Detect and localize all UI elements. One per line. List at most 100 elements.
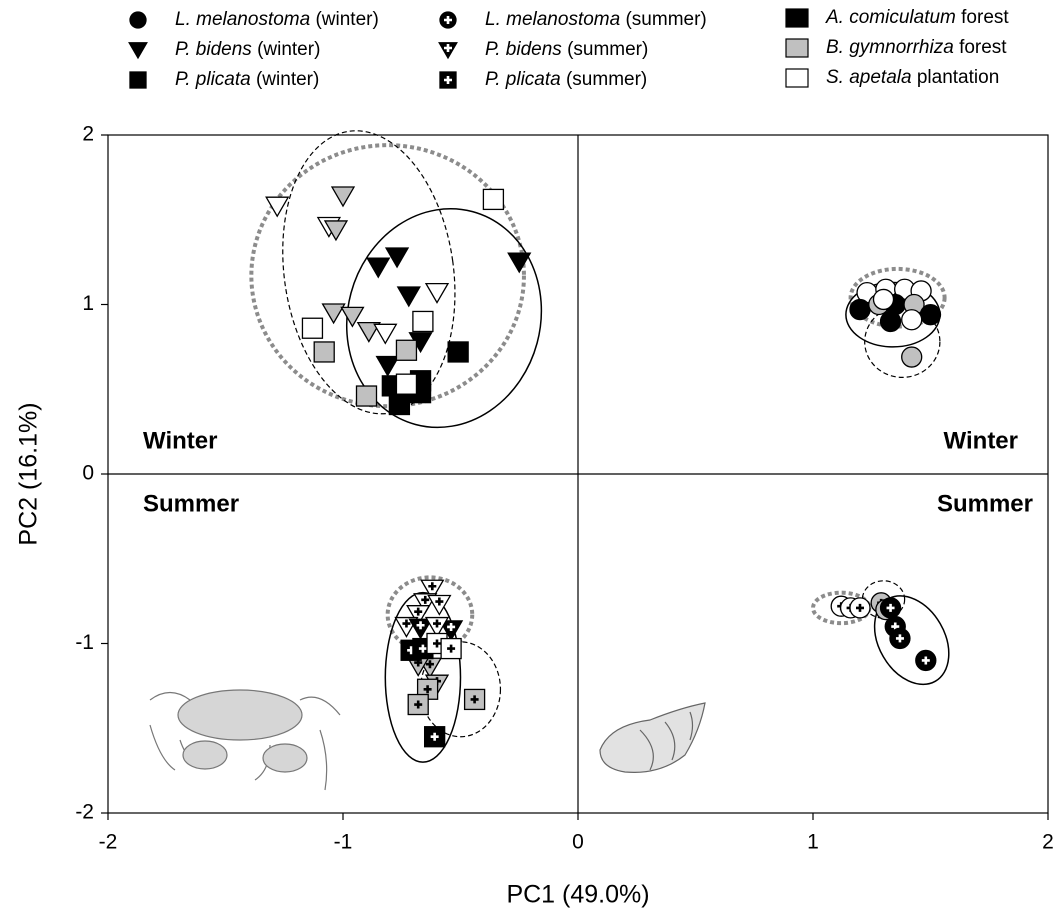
quadrant-label: Winter	[944, 427, 1018, 454]
point	[366, 257, 391, 279]
point	[340, 306, 365, 328]
point	[872, 288, 895, 311]
x-axis-label: PC1 (49.0%)	[506, 881, 649, 909]
marker-plus	[921, 656, 930, 665]
point	[355, 385, 378, 407]
marker-plus	[425, 660, 434, 669]
marker-triangle	[396, 286, 421, 308]
legend-habitat-kind: forest	[961, 7, 1009, 28]
x-tick-label: -2	[99, 831, 118, 854]
ellipse	[848, 266, 947, 329]
marker-plus	[447, 644, 456, 653]
legend-swatch	[785, 8, 809, 28]
legend-species: P. bidens	[485, 39, 562, 60]
legend-marker	[439, 11, 457, 29]
marker-square	[395, 339, 418, 361]
point	[265, 196, 290, 218]
quadrant-label: Winter	[143, 427, 217, 454]
point	[395, 373, 418, 395]
x-tick-label: 2	[1042, 831, 1054, 854]
marker-plus	[402, 619, 411, 628]
marker-triangle	[323, 220, 349, 242]
legend-species: L. melanostoma	[175, 9, 310, 30]
marker-plus	[414, 607, 423, 616]
legend-entry: P. plicata (summer)	[485, 69, 647, 90]
marker-plus	[414, 700, 423, 709]
legend-habitat-species: S. apetala	[826, 67, 912, 88]
marker-plus	[418, 644, 427, 653]
marker-triangle	[128, 42, 148, 60]
legend-marker	[438, 42, 458, 60]
marker-square	[482, 188, 505, 211]
marker-circle	[129, 11, 147, 29]
legend-swatch	[785, 38, 809, 58]
point	[396, 286, 421, 308]
point	[373, 323, 398, 345]
legend-species: P. bidens	[175, 39, 252, 60]
ellipse	[345, 208, 543, 429]
legend-marker	[439, 71, 457, 89]
point	[879, 597, 902, 619]
quadrant-label: Summer	[937, 490, 1033, 517]
y-tick-label: 2	[82, 123, 94, 146]
marker-plus	[886, 603, 895, 612]
ellipse	[282, 130, 456, 415]
marker-square	[355, 385, 378, 407]
marker-plus	[435, 597, 444, 606]
marker-plus	[856, 603, 864, 612]
point	[440, 637, 462, 660]
legend-habitat-kind: forest	[959, 37, 1007, 58]
legend-season: (summer)	[567, 39, 648, 60]
marker-plus	[444, 16, 452, 24]
point	[321, 303, 346, 325]
marker-square	[129, 71, 147, 89]
marker-plus	[433, 619, 441, 628]
y-tick-label: -1	[75, 631, 94, 654]
y-axis-label: PC2 (16.1%)	[15, 402, 43, 545]
legend-habitat-species: A. comiculatum	[825, 7, 956, 28]
legend-season: (summer)	[625, 9, 706, 30]
point	[427, 594, 452, 616]
marker-plus	[428, 582, 437, 591]
point	[408, 618, 433, 640]
marker-plus	[895, 634, 904, 643]
x-tick-label: 1	[807, 831, 819, 854]
legend-entry: A. comiculatum forest	[825, 7, 1009, 28]
point	[424, 282, 450, 304]
point	[356, 321, 381, 343]
marker-circle	[879, 310, 902, 333]
marker-triangle	[265, 196, 290, 218]
legend-entry: P. plicata (winter)	[175, 69, 319, 90]
legend-season: (winter)	[315, 9, 378, 30]
marker-plus	[447, 622, 456, 631]
point	[849, 298, 871, 321]
legend-marker	[129, 11, 147, 29]
point	[901, 346, 923, 368]
quadrant-label: Summer	[143, 490, 239, 517]
ellipse	[384, 591, 462, 763]
ellipse	[861, 580, 906, 619]
legend-entry: P. bidens (winter)	[175, 39, 320, 60]
legend-entry: P. bidens (summer)	[485, 39, 648, 60]
marker-triangle	[330, 186, 356, 208]
marker-plus	[423, 685, 432, 694]
point	[301, 317, 324, 339]
crab-illustration	[149, 689, 341, 791]
marker-plus	[433, 639, 441, 648]
marker-plus	[444, 44, 452, 52]
snail-illustration	[599, 702, 706, 773]
marker-plus	[416, 621, 425, 630]
point	[482, 188, 505, 211]
marker-square	[301, 317, 324, 339]
marker-triangle	[366, 257, 391, 279]
ellipse	[385, 575, 475, 654]
point	[330, 186, 356, 208]
legend-marker	[128, 42, 148, 60]
legend-habitat-kind: plantation	[917, 67, 999, 88]
marker-square	[447, 341, 469, 363]
point	[889, 627, 911, 650]
marker-plus	[470, 695, 479, 704]
marker-circle	[849, 298, 871, 321]
